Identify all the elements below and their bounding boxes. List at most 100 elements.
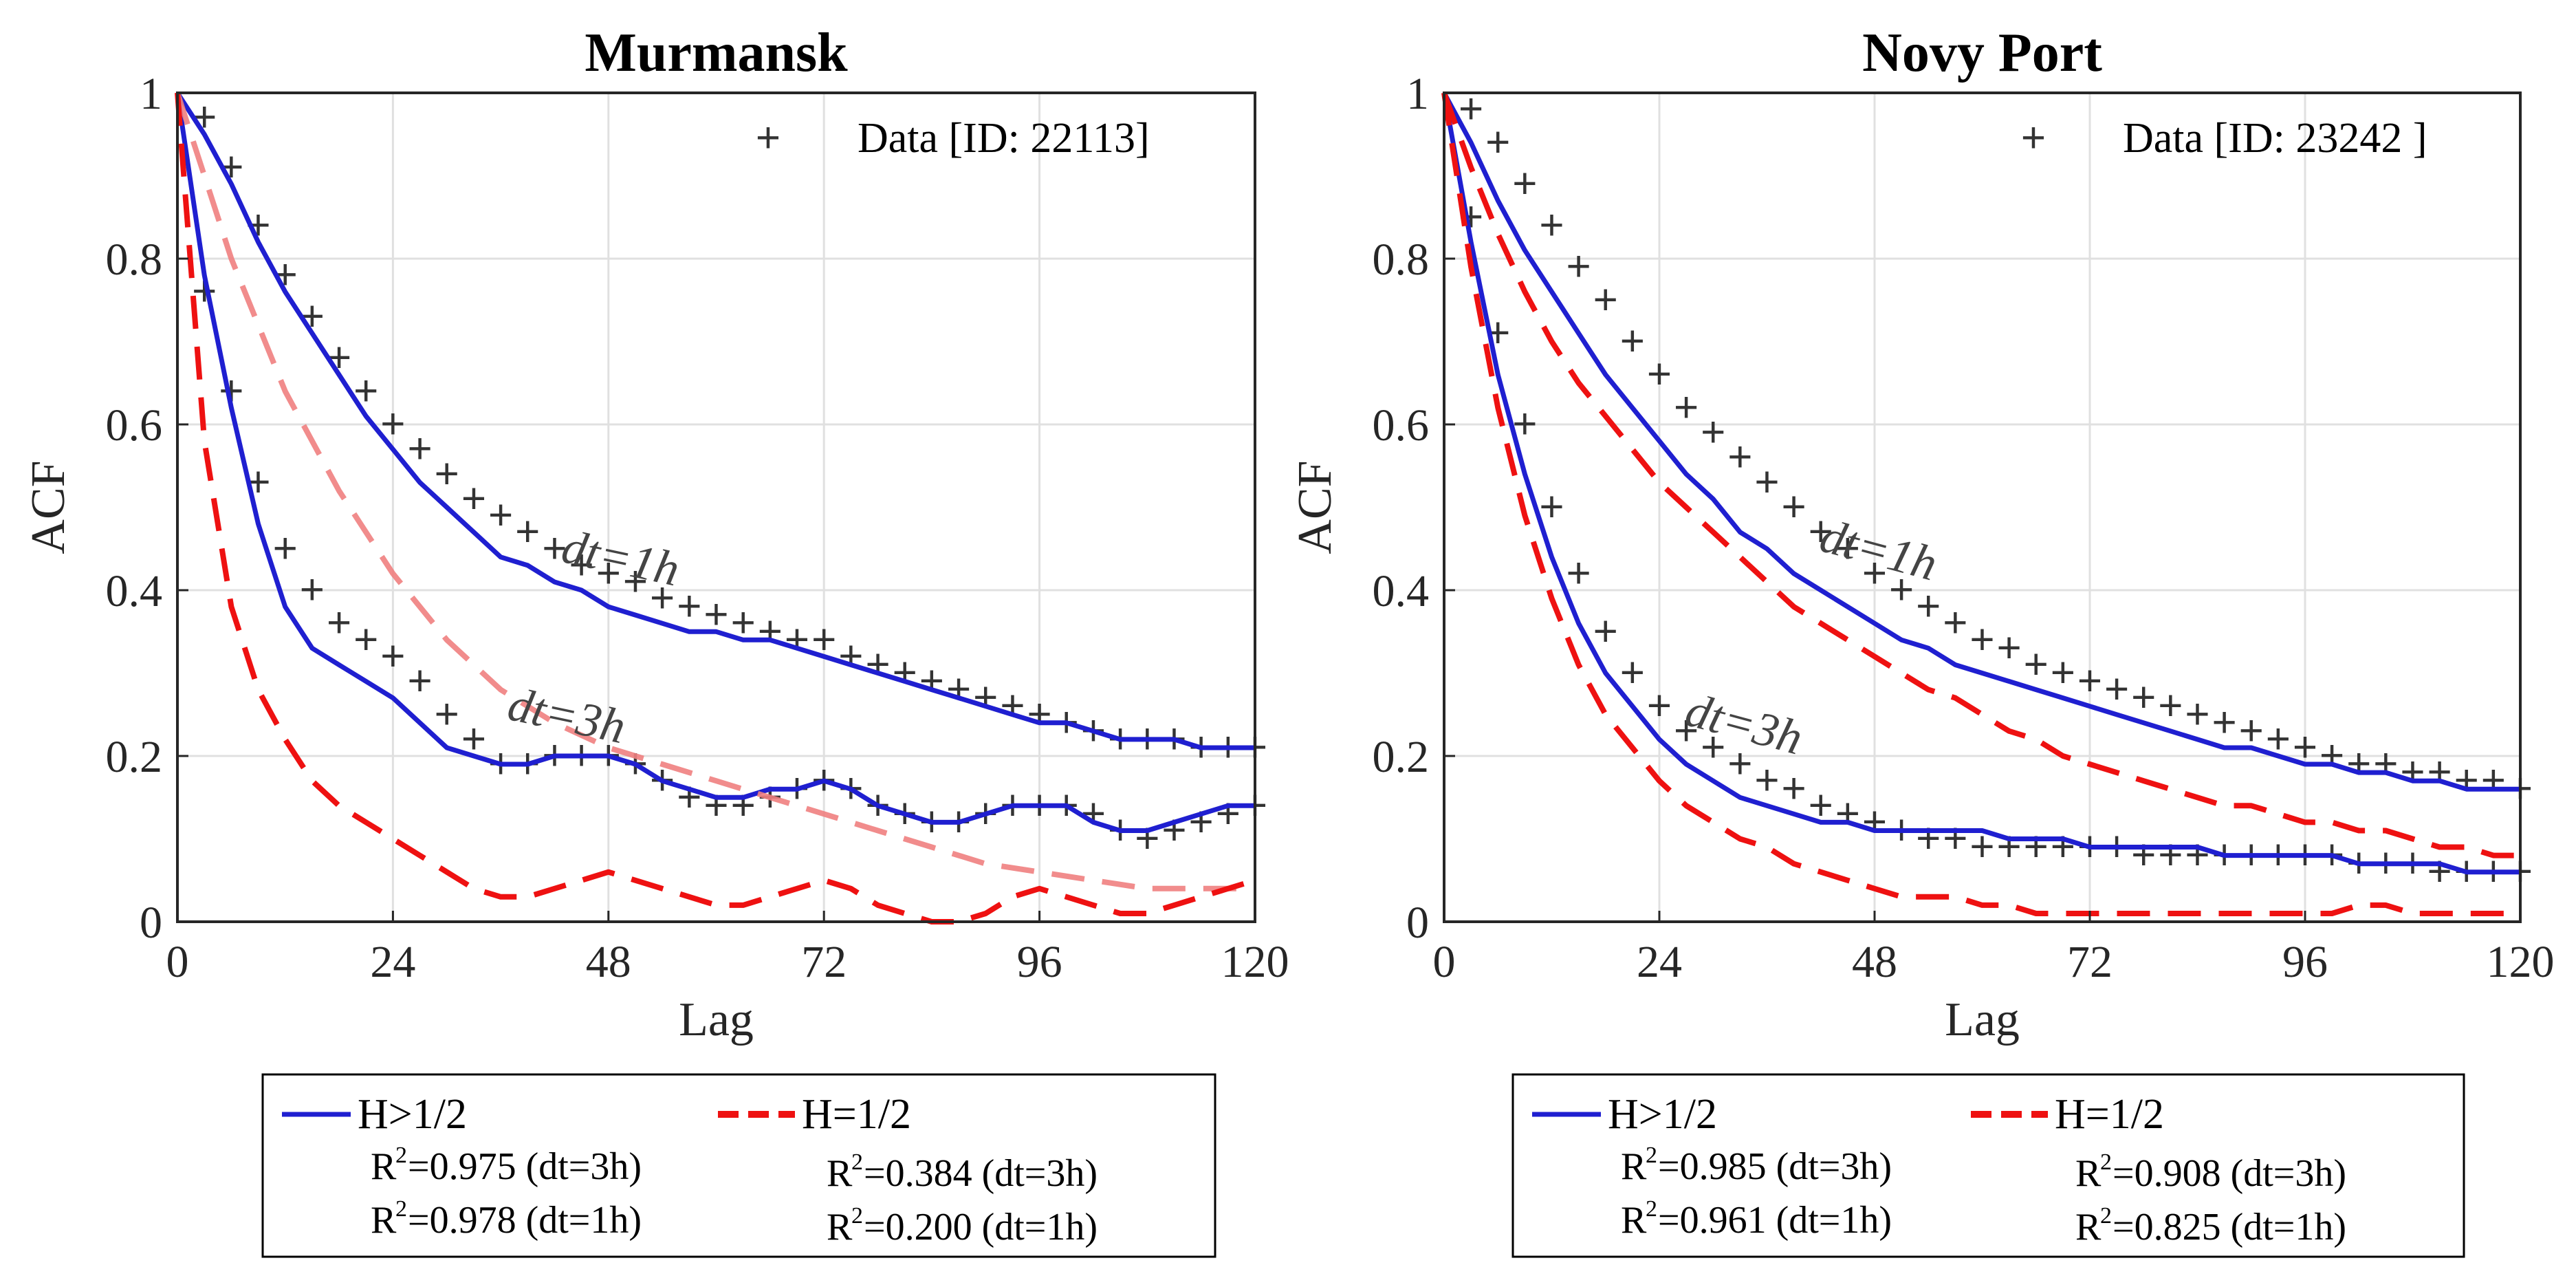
data-point: + xyxy=(2131,674,2156,722)
novy-port-panel: ++++++++++++++ ++ + + + + + + + + + + + + + + + + + + + + + + + +… xyxy=(1289,23,2555,1046)
data-legend-label: Data [ID: 22113] xyxy=(858,115,1150,162)
data-point: + xyxy=(1216,790,1241,837)
data-point: + xyxy=(2024,640,2049,688)
data-point: + xyxy=(1647,682,1672,730)
data-point: + xyxy=(273,525,298,572)
legend-dashed-label: H=1/2 xyxy=(2055,1091,2164,1138)
data-point: + xyxy=(865,640,890,688)
fit-line-h-eq-half xyxy=(1441,92,2520,916)
data-point: + xyxy=(2427,848,2452,896)
data-point: + xyxy=(542,525,567,572)
axes-frame xyxy=(176,91,1256,923)
r2-symbol: R xyxy=(371,1199,397,1242)
x-tick-label: 48 xyxy=(586,937,631,987)
data-point: + xyxy=(353,367,378,415)
data-point: + xyxy=(1754,757,1779,804)
y-axis-label: ACF xyxy=(22,460,75,554)
legend-solid-label: H>1/2 xyxy=(358,1091,467,1138)
data-point: + xyxy=(1539,202,1564,249)
data-point: + xyxy=(1701,409,1725,456)
data-point: + xyxy=(435,691,459,738)
x-tick-label: 120 xyxy=(1221,937,1289,987)
data-point: + xyxy=(1889,566,1914,614)
plot-area xyxy=(1444,93,2520,922)
y-tick-label: 1 xyxy=(140,69,162,119)
data-point: + xyxy=(703,781,728,829)
r2-superscript: 2 xyxy=(1646,1196,1657,1222)
r2-value: =0.384 (dt=3h) xyxy=(864,1152,1098,1195)
data-point: + xyxy=(2104,666,2129,713)
legend-box xyxy=(1511,1073,2465,1258)
data-point: + xyxy=(838,632,863,680)
data-point: + xyxy=(893,649,917,697)
r2-symbol: R xyxy=(827,1152,853,1195)
legend-dashed-r2-1h: R2 =0.825 (dt=1h) xyxy=(2075,1203,2346,1248)
x-tick-label: 0 xyxy=(166,937,189,987)
legend-solid-r2-3h: R2 =0.985 (dt=3h) xyxy=(1621,1143,1892,1188)
data-point: + xyxy=(2373,740,2398,788)
y-tick-label: 0.4 xyxy=(1373,566,1430,616)
legend-dashed-r2-1h: R2 =0.200 (dt=1h) xyxy=(827,1203,1098,1248)
data-point: + xyxy=(1567,243,1591,290)
r2-value: =0.961 (dt=1h) xyxy=(1658,1199,1892,1242)
y-tick-label: 0 xyxy=(1406,898,1429,948)
r2-superscript: 2 xyxy=(395,1143,407,1168)
data-point: + xyxy=(407,658,432,705)
fit-line-h-gt-half xyxy=(1441,92,2520,875)
data-point: + xyxy=(650,574,675,622)
murmansk-legend: H>1/2 H=1/2R2 =0.975 (dt=3h)R2 =0.978 (dt=1… xyxy=(261,1073,1216,1258)
x-tick-label: 96 xyxy=(1017,937,1062,987)
data-point: + xyxy=(1862,798,1887,845)
fit-line-h-eq-half xyxy=(1441,91,2520,858)
data-point: + xyxy=(1916,583,1941,630)
r2-superscript: 2 xyxy=(1646,1143,1657,1168)
data-point: + xyxy=(1135,815,1159,863)
legend-solid-r2-1h: R2 =0.978 (dt=1h) xyxy=(371,1196,642,1242)
x-tick-label: 72 xyxy=(2067,937,2113,987)
data-point: + xyxy=(1593,607,1618,655)
data-point: + xyxy=(461,475,486,522)
data-point: + xyxy=(946,666,971,713)
data-point: + xyxy=(1835,790,1860,837)
data-point: + xyxy=(1189,798,1214,845)
legend-dashed-label: H=1/2 xyxy=(802,1091,911,1138)
r2-superscript: 2 xyxy=(851,1149,863,1175)
chart-title: Murmansk xyxy=(585,23,848,83)
data-point: + xyxy=(1701,724,1725,771)
data-point: + xyxy=(488,492,513,539)
r2-superscript: 2 xyxy=(2100,1149,2112,1175)
data-point: + xyxy=(2158,682,2183,730)
r2-symbol: R xyxy=(1621,1199,1647,1242)
data-point: + xyxy=(731,781,756,829)
r2-symbol: R xyxy=(371,1145,397,1188)
data-point: + xyxy=(380,632,405,680)
r2-symbol: R xyxy=(2075,1206,2102,1248)
data-point: + xyxy=(1161,806,1186,854)
novy-port-legend: H>1/2 H=1/2R2 =0.985 (dt=3h)R2 =0.961 (dt=1… xyxy=(1511,1073,2465,1258)
data-point: + xyxy=(1862,550,1887,597)
r2-value: =0.978 (dt=1h) xyxy=(408,1199,642,1242)
data-point: + xyxy=(2346,740,2371,788)
data-point: + xyxy=(2051,823,2075,871)
data-point: + xyxy=(2454,757,2479,804)
y-tick-label: 0 xyxy=(140,898,162,948)
data-point: + xyxy=(569,541,594,589)
data-point: + xyxy=(435,450,459,497)
x-tick-label: 96 xyxy=(2282,937,2328,987)
x-tick-label: 120 xyxy=(2487,937,2555,987)
data-point: + xyxy=(1943,599,1967,647)
data-point: + xyxy=(1539,484,1564,531)
y-tick-label: 1 xyxy=(1406,69,1429,119)
data-point: + xyxy=(353,616,378,663)
data-point: + xyxy=(2185,691,2209,738)
legend-box xyxy=(261,1073,1216,1258)
r2-superscript: 2 xyxy=(395,1196,407,1222)
data-point: + xyxy=(1674,707,1699,755)
data-point: + xyxy=(1674,384,1699,431)
data-point: + xyxy=(2185,832,2209,879)
fit-line-h-eq-half xyxy=(175,91,1255,891)
data-point: + xyxy=(1727,740,1752,788)
data-point: + xyxy=(1727,433,1752,481)
data-point: + xyxy=(1835,525,1860,572)
y-tick-label: 0.2 xyxy=(106,732,163,782)
